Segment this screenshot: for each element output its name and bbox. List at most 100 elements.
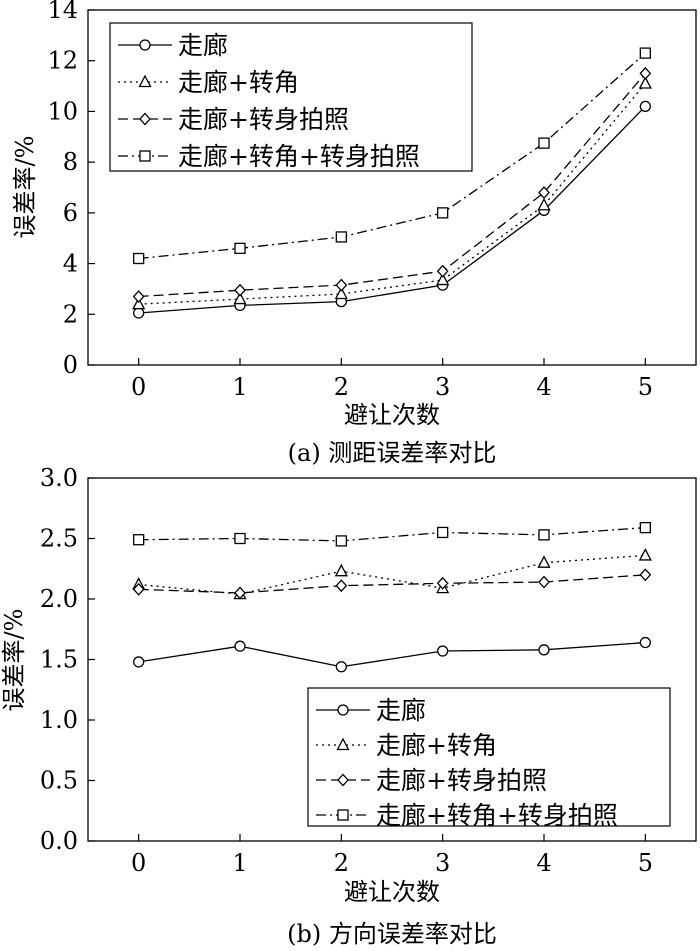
y-tick-label: 6 — [63, 199, 78, 227]
data-point-square — [133, 252, 145, 265]
series-line-square — [138, 526, 646, 542]
series-line-square — [138, 52, 646, 260]
y-tick-label: 10 — [47, 97, 78, 125]
data-point-square — [133, 534, 145, 546]
series-layer-a — [132, 47, 652, 319]
y-tick-label: 0.0 — [40, 827, 78, 855]
y-tick-label: 0.5 — [40, 767, 78, 795]
x-tick-label: 0 — [131, 849, 146, 877]
legend-label: 走廊+转角 — [376, 731, 497, 760]
data-point-diamond — [335, 579, 348, 593]
data-point-diamond — [132, 290, 145, 304]
legend-marker-triangle — [138, 74, 152, 88]
chart-panel-b: 0.0 0.5 1.0 1.5 2.0 2.5 3.0 0 1 2 3 4 5 走廊走廊+转角走廊+转身… — [0, 464, 697, 948]
caption-a: (a) 测距误差率对比 — [288, 439, 497, 467]
series-line-circle — [138, 105, 646, 314]
x-axis-label-b: 避让次数 — [344, 878, 440, 906]
x-tick-label: 3 — [435, 373, 450, 401]
data-point-circle — [639, 100, 651, 113]
legend-marker-triangle — [336, 737, 350, 751]
series-line-diamond — [138, 574, 646, 594]
data-point-triangle — [638, 548, 652, 561]
data-point-triangle — [436, 272, 450, 286]
y-tick-label: 2.5 — [40, 525, 78, 553]
x-tick-label: 1 — [232, 849, 247, 877]
caption-b: (b) 方向误差率对比 — [287, 920, 497, 948]
x-tick-label: 2 — [334, 373, 349, 401]
data-point-square — [639, 521, 651, 534]
legend-marker-square — [139, 150, 151, 162]
data-point-triangle — [537, 555, 551, 568]
data-point-triangle — [334, 286, 348, 300]
legend-box-a — [109, 22, 473, 172]
x-axis-label-a: 避让次数 — [344, 401, 440, 429]
legend-marker-circle — [139, 39, 151, 51]
data-point-square — [437, 526, 449, 539]
x-tick-label: 3 — [435, 849, 450, 877]
data-point-triangle — [334, 563, 348, 577]
data-point-circle — [234, 640, 246, 652]
y-tick-label: 1.0 — [40, 706, 78, 734]
y-tick-label: 14 — [47, 0, 78, 24]
data-point-square — [437, 207, 449, 219]
legend-marker-square — [337, 809, 349, 821]
y-tick-label: 3.0 — [40, 464, 78, 492]
data-point-diamond — [639, 66, 652, 80]
data-point-square — [639, 47, 651, 59]
data-point-square — [335, 231, 347, 243]
data-point-square — [538, 529, 550, 541]
data-point-circle — [133, 307, 145, 319]
x-tick-label: 4 — [536, 849, 551, 877]
plot-area-a — [87, 9, 697, 366]
series-layer-b — [132, 521, 652, 673]
data-point-triangle — [132, 296, 146, 310]
legend-box-b — [307, 687, 671, 827]
x-tick-label: 2 — [334, 849, 349, 877]
legend-label: 走廊+转角+转身拍照 — [178, 142, 420, 171]
legend-label: 走廊+转身拍照 — [376, 766, 547, 795]
y-axis-label-b: 误差率/% — [0, 609, 28, 712]
data-point-diamond — [436, 576, 449, 590]
data-point-triangle — [233, 291, 247, 305]
x-tick-label: 4 — [536, 373, 551, 401]
y-tick-label: 8 — [63, 148, 78, 176]
y-tick-label: 12 — [47, 47, 78, 75]
y-axis-label-a: 误差率/% — [11, 136, 39, 239]
legend-marker-diamond — [139, 112, 151, 126]
series-line-triangle — [138, 554, 646, 595]
series-line-circle — [138, 641, 646, 668]
data-point-square — [335, 535, 347, 547]
data-point-triangle — [638, 76, 652, 89]
data-point-diamond — [538, 186, 550, 200]
x-tick-label: 1 — [232, 373, 247, 401]
x-tick-label: 5 — [638, 849, 653, 877]
data-point-diamond — [335, 278, 348, 292]
x-tick-label: 5 — [638, 373, 653, 401]
data-point-triangle — [537, 197, 551, 211]
data-point-circle — [133, 656, 145, 668]
data-point-diamond — [132, 582, 145, 596]
data-point-circle — [538, 644, 550, 656]
data-point-square — [234, 242, 246, 255]
data-point-diamond — [234, 283, 246, 297]
y-tick-label: 2 — [63, 300, 78, 328]
data-point-diamond — [234, 586, 246, 600]
legend-label: 走廊+转身拍照 — [178, 105, 349, 134]
data-point-circle — [335, 661, 347, 673]
series-line-triangle — [138, 83, 646, 305]
y-tick-label: 1.5 — [40, 646, 78, 674]
y-tick-label: 0 — [63, 351, 78, 379]
x-tick-label: 0 — [131, 373, 146, 401]
data-point-square — [538, 137, 550, 149]
legend-marker-diamond — [337, 773, 349, 787]
y-tick-label: 2.0 — [40, 585, 78, 613]
axis-ticks-b: 0.0 0.5 1.0 1.5 2.0 2.5 3.0 0 1 2 3 4 5 — [40, 464, 653, 877]
y-tick-label: 4 — [63, 250, 78, 278]
legend-label: 走廊+转角+转身拍照 — [376, 801, 618, 830]
data-point-square — [234, 532, 246, 545]
